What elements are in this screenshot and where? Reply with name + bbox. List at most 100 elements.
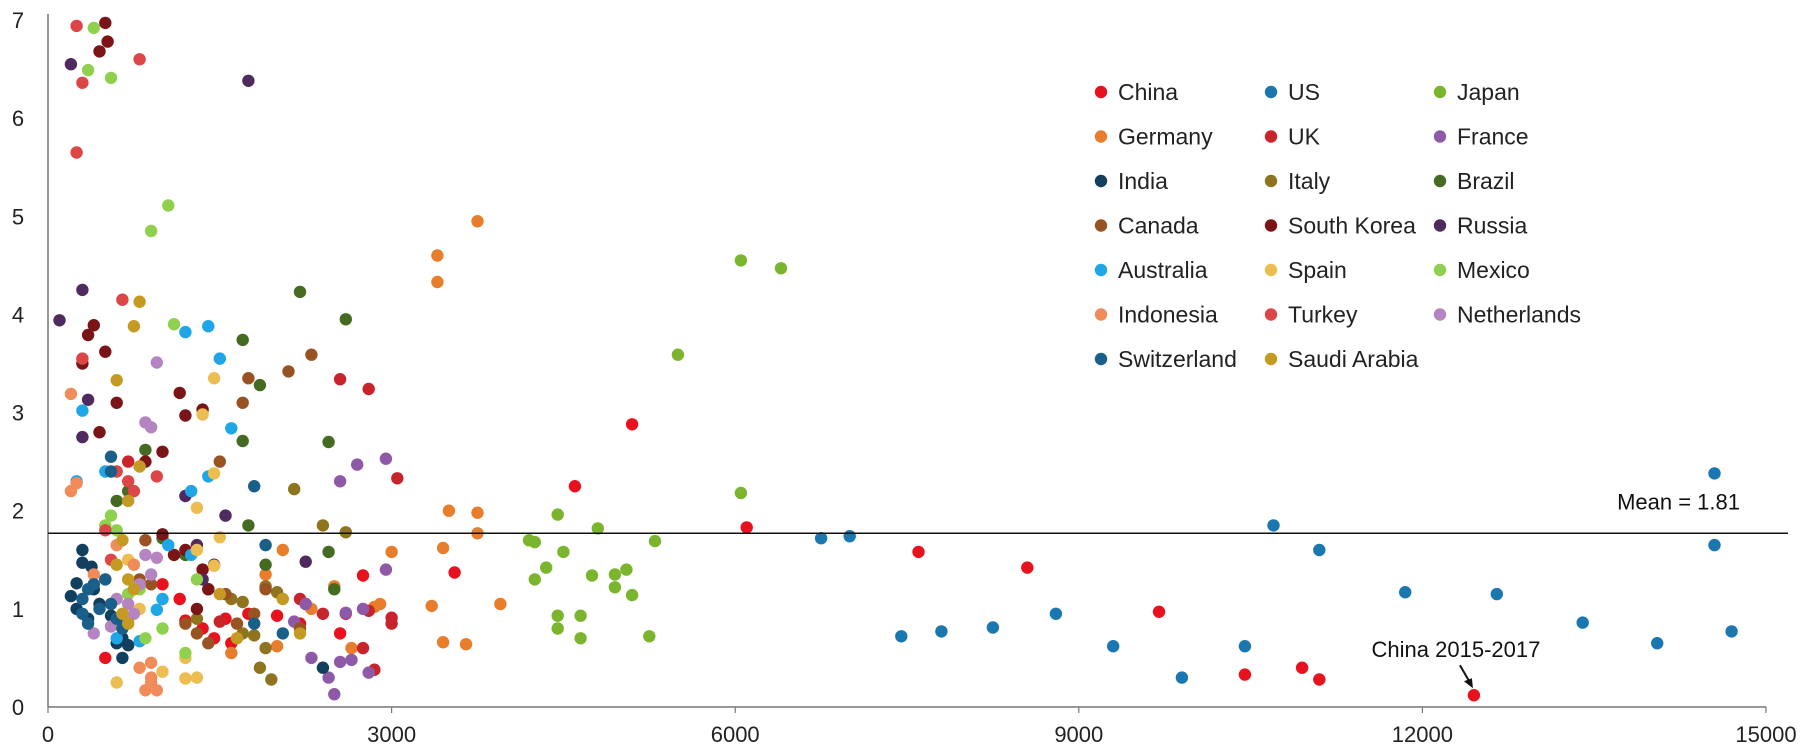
legend-marker-brazil <box>1433 174 1447 188</box>
point-brazil <box>236 333 249 347</box>
point-germany <box>276 543 289 557</box>
point-us <box>1576 616 1589 629</box>
point-japan <box>540 561 553 574</box>
point-canada <box>230 617 244 630</box>
point-uk <box>333 373 347 386</box>
point-turkey <box>116 293 129 306</box>
point-france <box>379 563 393 576</box>
point-turkey <box>150 470 163 483</box>
point-germany <box>345 641 358 655</box>
point-canada <box>236 396 249 409</box>
y-tick-label: 7 <box>12 8 24 33</box>
point-australia <box>162 538 175 552</box>
legend-marker-mexico <box>1433 263 1447 277</box>
point-japan <box>551 609 564 622</box>
point-indonesia <box>64 484 78 498</box>
point-china <box>912 545 925 559</box>
point-china <box>99 651 112 665</box>
point-brazil <box>322 545 335 559</box>
annotation-group: China 2015-2017 <box>1372 637 1540 689</box>
point-russia <box>76 283 89 297</box>
mean-label: Mean = 1.81 <box>1617 489 1740 514</box>
point-turkey <box>99 524 112 537</box>
point-russia <box>64 57 78 71</box>
point-us <box>1708 538 1721 552</box>
legend-marker-us <box>1264 85 1278 99</box>
point-australia <box>76 404 89 417</box>
point-mexico <box>156 622 169 635</box>
legend-marker-uk <box>1264 130 1278 143</box>
legend-label-germany: Germany <box>1118 124 1213 150</box>
point-italy <box>253 661 267 674</box>
point-mexico <box>87 21 101 35</box>
point-mexico <box>139 632 152 645</box>
point-saudi-arabia <box>116 534 129 547</box>
point-us <box>986 621 1000 634</box>
legend-marker-canada <box>1094 219 1108 232</box>
point-switzerland <box>276 627 289 640</box>
point-russia <box>242 74 255 88</box>
point-japan <box>591 522 604 535</box>
point-spain <box>190 543 204 557</box>
legend-label-france: France <box>1457 124 1529 150</box>
legend-marker-south-korea <box>1264 219 1278 232</box>
point-switzerland <box>87 578 101 591</box>
point-uk <box>122 455 135 468</box>
point-netherlands <box>150 356 163 369</box>
point-china <box>173 592 186 606</box>
point-mexico <box>162 199 175 212</box>
point-spain <box>207 467 221 480</box>
point-japan <box>557 545 570 559</box>
point-china <box>156 578 169 591</box>
point-china <box>740 521 753 534</box>
legend-marker-turkey <box>1264 308 1278 321</box>
point-switzerland <box>259 538 272 552</box>
annotation-arrow-head <box>1463 678 1473 689</box>
point-mexico <box>167 318 181 331</box>
point-south-korea <box>179 409 192 422</box>
point-south-korea <box>167 548 181 562</box>
point-mexico <box>144 224 158 238</box>
point-france <box>339 606 352 619</box>
point-canada <box>242 372 255 385</box>
point-us <box>1267 519 1280 532</box>
point-canada <box>248 607 261 620</box>
point-germany <box>459 638 473 651</box>
point-us <box>1175 671 1189 684</box>
point-france <box>333 475 347 488</box>
point-germany <box>471 215 484 228</box>
point-us <box>1107 640 1120 653</box>
point-netherlands <box>144 568 158 581</box>
point-brazil <box>110 494 123 508</box>
point-russia <box>219 509 232 522</box>
point-switzerland <box>104 465 118 478</box>
point-germany <box>431 275 444 289</box>
point-saudi-arabia <box>110 374 123 387</box>
point-turkey <box>76 352 89 365</box>
point-spain <box>110 676 123 689</box>
x-tick-label: 12000 <box>1392 722 1453 747</box>
point-australia <box>110 632 123 645</box>
point-uk <box>356 641 370 655</box>
point-italy <box>259 641 272 655</box>
point-india <box>116 651 129 665</box>
point-us <box>935 625 948 638</box>
point-japan <box>643 630 656 643</box>
point-south-korea <box>156 445 169 458</box>
point-switzerland <box>104 450 118 463</box>
point-india <box>76 543 89 557</box>
point-germany <box>431 249 444 262</box>
point-us <box>843 530 856 543</box>
point-turkey <box>122 475 135 488</box>
point-indonesia <box>150 684 163 697</box>
point-canada <box>139 534 152 547</box>
point-switzerland <box>99 573 112 586</box>
point-us <box>1238 640 1252 653</box>
point-france <box>356 602 370 616</box>
point-china <box>1467 689 1481 702</box>
point-netherlands <box>144 421 158 434</box>
point-italy <box>288 482 301 496</box>
point-germany <box>442 504 456 517</box>
point-japan <box>574 609 587 622</box>
point-japan <box>608 568 622 581</box>
